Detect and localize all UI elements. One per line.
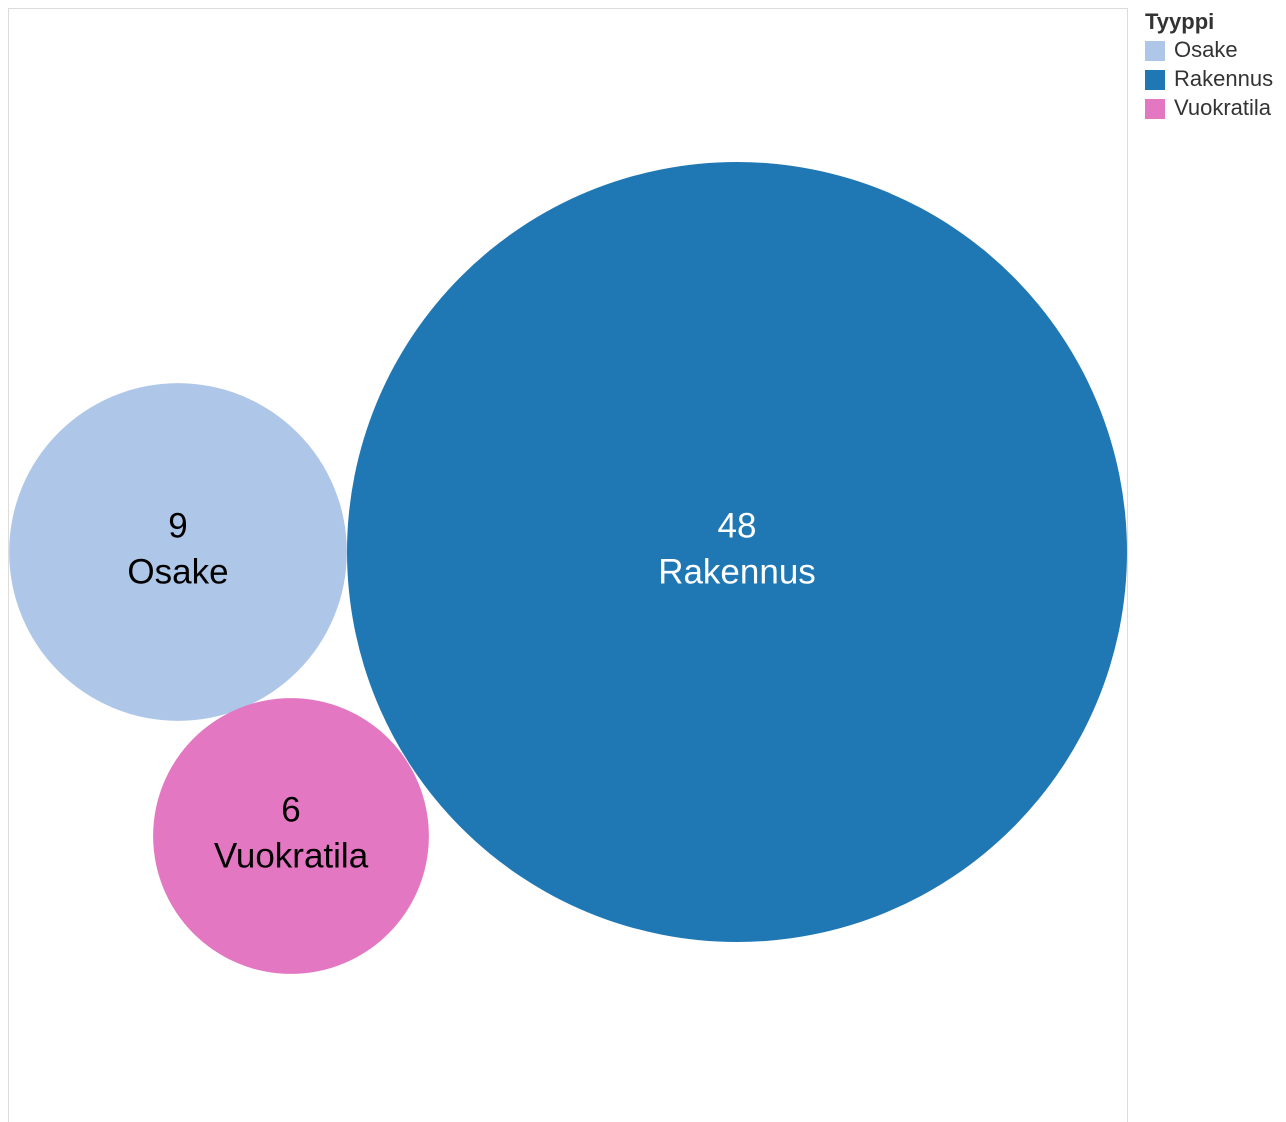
legend-label: Rakennus — [1174, 66, 1273, 91]
bubble-category-label: Vuokratila — [214, 836, 369, 875]
legend-swatch — [1145, 70, 1165, 90]
legend-title: Tyyppi — [1145, 9, 1214, 34]
bubble — [347, 162, 1127, 942]
plot-frame — [8, 8, 1128, 1122]
legend-swatch — [1145, 41, 1165, 61]
bubble — [9, 383, 347, 721]
bubble-value-label: 6 — [281, 790, 300, 829]
bubble-value-label: 48 — [718, 506, 757, 545]
legend-label: Osake — [1174, 37, 1238, 62]
bubble-category-label: Osake — [127, 552, 228, 591]
legend-swatch — [1145, 99, 1165, 119]
bubble-category-label: Rakennus — [658, 552, 816, 591]
bubble — [153, 698, 429, 974]
legend-label: Vuokratila — [1174, 95, 1272, 120]
bubble-value-label: 9 — [168, 506, 187, 545]
